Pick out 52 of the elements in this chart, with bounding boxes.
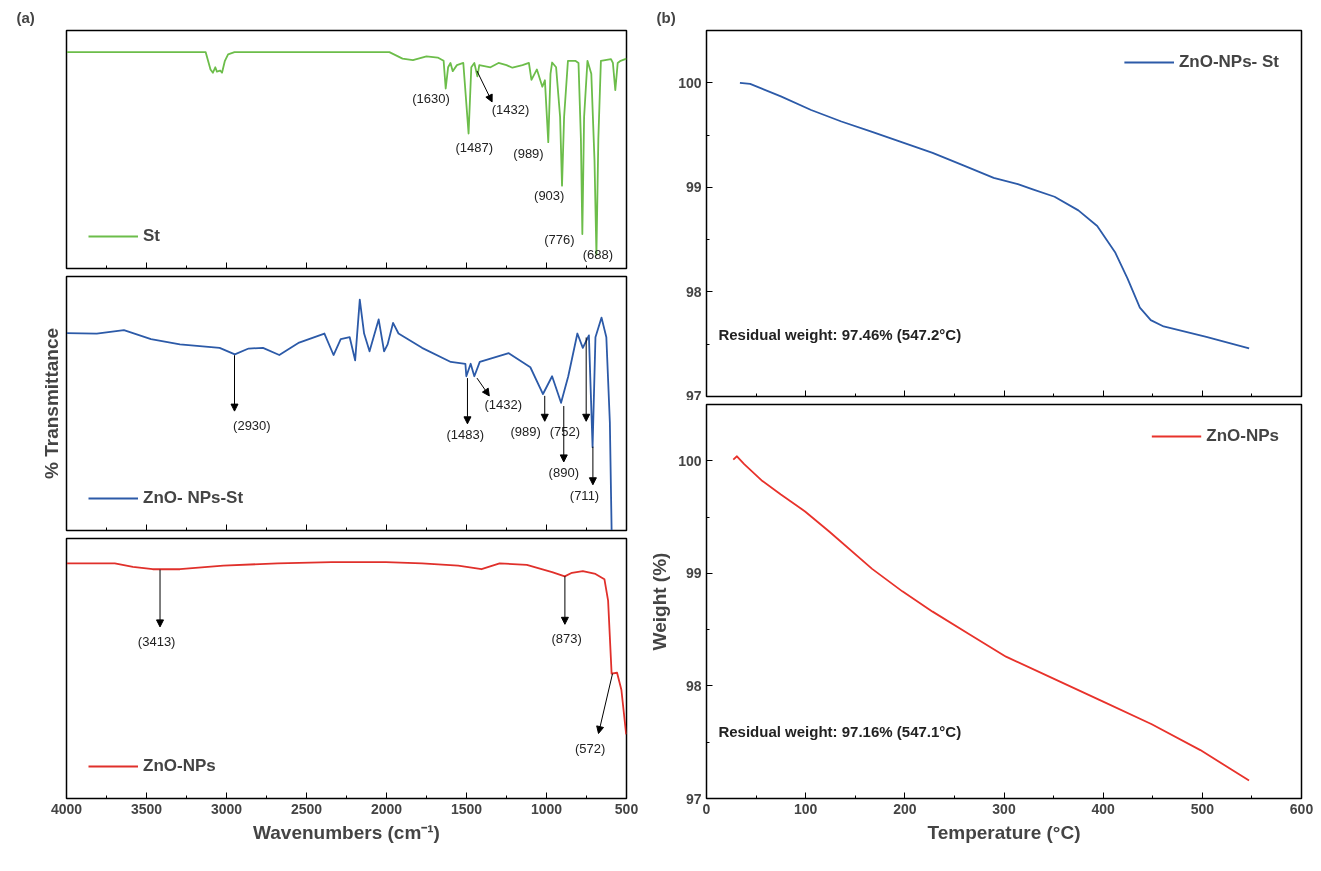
annotation: (711) (569, 487, 600, 503)
x-tick-label: 2000 (370, 800, 403, 817)
annotation: (989) (513, 146, 544, 162)
x-tick-label: 1500 (450, 800, 483, 817)
x-tick-label: 100 (793, 800, 818, 817)
x-tick-label: 200 (893, 800, 917, 817)
x-tick-label: 500 (1190, 800, 1215, 817)
annotation: (1432) (484, 397, 523, 413)
annotation: (1487) (455, 139, 493, 155)
chart-title: (b) (656, 8, 676, 26)
y-tick-label: 98 (685, 283, 702, 300)
y-tick-label: 97 (685, 387, 702, 404)
x-tick-label: 1000 (530, 800, 563, 817)
x-tick-label: 2500 (290, 800, 323, 817)
legend-label: ZnO- NPs-St (143, 488, 244, 508)
annotation: (903) (534, 187, 565, 203)
annotation: (890) (548, 464, 579, 480)
annotation: (1432) (491, 102, 530, 118)
x-tick-label: 500 (614, 800, 639, 817)
x-tick-label: 4000 (50, 800, 83, 817)
x-axis-title: Temperature (°C) (927, 821, 1081, 843)
annotation: (2930) (233, 418, 271, 434)
annotation: Residual weight: 97.16% (547.1°C) (718, 723, 962, 741)
legend-label: St (143, 226, 161, 246)
annotation: (572) (574, 741, 606, 757)
x-tick-label: 600 (1289, 800, 1314, 817)
x-tick-label: 400 (1091, 800, 1116, 817)
y-tick-label: 99 (685, 565, 702, 582)
annotation: (1483) (446, 426, 485, 442)
x-tick-label: 3500 (130, 800, 163, 817)
annotation: (3413) (137, 633, 176, 649)
chart-title: (a) (16, 8, 35, 26)
x-tick-label: 0 (702, 800, 711, 817)
annotation: (873) (551, 630, 582, 646)
annotation: (1630) (412, 91, 450, 107)
x-tick-label: 3000 (210, 800, 243, 817)
y-tick-label: 98 (685, 677, 702, 694)
y-tick-label: 100 (678, 452, 702, 469)
annotation: Residual weight: 97.46% (547.2°C) (718, 325, 962, 343)
y-axis-title: Weight (%) (649, 552, 671, 651)
y-tick-label: 99 (685, 179, 702, 196)
y-axis-title: % Transmittance (40, 328, 62, 479)
y-tick-label: 97 (685, 790, 702, 807)
legend-label: ZnO-NPs- St (1178, 52, 1279, 72)
annotation: (688) (582, 247, 614, 263)
x-tick-label: 300 (992, 800, 1016, 817)
annotation: (989) (510, 424, 541, 440)
legend-label: ZnO-NPs (143, 756, 216, 776)
y-tick-label: 100 (678, 74, 702, 91)
x-axis-title: Wavenumbers (cm⁻¹) (253, 821, 440, 843)
annotation: (776) (544, 231, 575, 247)
legend-label: ZnO-NPs (1206, 426, 1279, 446)
